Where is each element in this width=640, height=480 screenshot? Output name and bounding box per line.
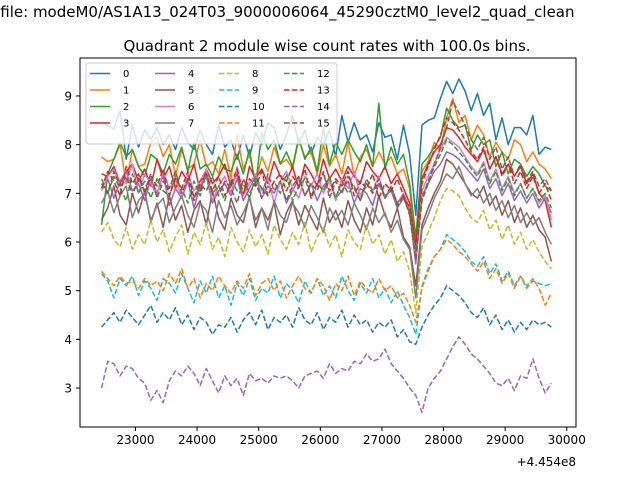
- series-line-13: [100, 117, 553, 246]
- x-tick-label: 29000: [486, 433, 524, 447]
- series-line-1: [101, 97, 552, 251]
- legend-label-5: 5: [188, 86, 194, 97]
- legend-label-2: 2: [123, 102, 129, 113]
- series-line-5: [100, 158, 553, 287]
- x-tick-label: 27000: [363, 433, 401, 447]
- y-tick-label: 7: [64, 187, 72, 201]
- x-tick-label: 28000: [424, 433, 462, 447]
- x-offset-label: +4.454e8: [517, 455, 576, 469]
- legend-label-4: 4: [188, 69, 194, 80]
- legend-label-9: 9: [252, 86, 258, 97]
- series-line-8: [100, 187, 552, 314]
- y-tick-label: 8: [64, 138, 72, 152]
- x-tick-label: 24000: [178, 433, 216, 447]
- x-tick-label: 25000: [240, 433, 278, 447]
- figure-suptitle: n file: modeM0/AS1A13_024T03_9000006064_…: [0, 3, 575, 21]
- x-tick-label: 26000: [301, 433, 339, 447]
- legend-label-12: 12: [317, 69, 330, 80]
- series-line-15: [100, 100, 553, 260]
- series-line-9: [100, 233, 552, 336]
- legend-label-13: 13: [317, 86, 330, 97]
- legend-label-7: 7: [188, 119, 194, 130]
- series-line-11: [100, 238, 553, 324]
- legend-label-14: 14: [317, 102, 330, 113]
- series-line-14: [100, 336, 552, 414]
- legend-label-0: 0: [123, 69, 129, 80]
- y-tick-label: 6: [64, 236, 72, 250]
- legend-label-15: 15: [317, 119, 330, 130]
- series-layer: [100, 78, 553, 414]
- legend-label-11: 11: [252, 119, 265, 130]
- legend-label-10: 10: [252, 102, 265, 113]
- series-line-3: [101, 126, 553, 248]
- series-line-12: [100, 139, 553, 253]
- chart-title: Quadrant 2 module wise count rates with …: [123, 37, 530, 55]
- series-line-10: [100, 285, 552, 345]
- axes-layer: 23000 24000 25000 26000 27000 28000 29000 30000…: [64, 89, 585, 447]
- y-tick-label: 9: [64, 89, 72, 103]
- x-tick-label: 23000: [116, 433, 154, 447]
- y-tick-label: 3: [64, 382, 72, 396]
- series-line-7: [100, 165, 553, 299]
- y-tick-label: 5: [64, 284, 72, 298]
- legend-box: [85, 62, 338, 145]
- legend-label-8: 8: [252, 69, 258, 80]
- x-tick-label: 30000: [548, 433, 586, 447]
- series-line-2: [100, 102, 552, 238]
- y-tick-label: 4: [64, 333, 72, 347]
- legend-label-1: 1: [123, 86, 129, 97]
- legend-label-3: 3: [123, 119, 129, 130]
- legend-label-6: 6: [188, 102, 194, 113]
